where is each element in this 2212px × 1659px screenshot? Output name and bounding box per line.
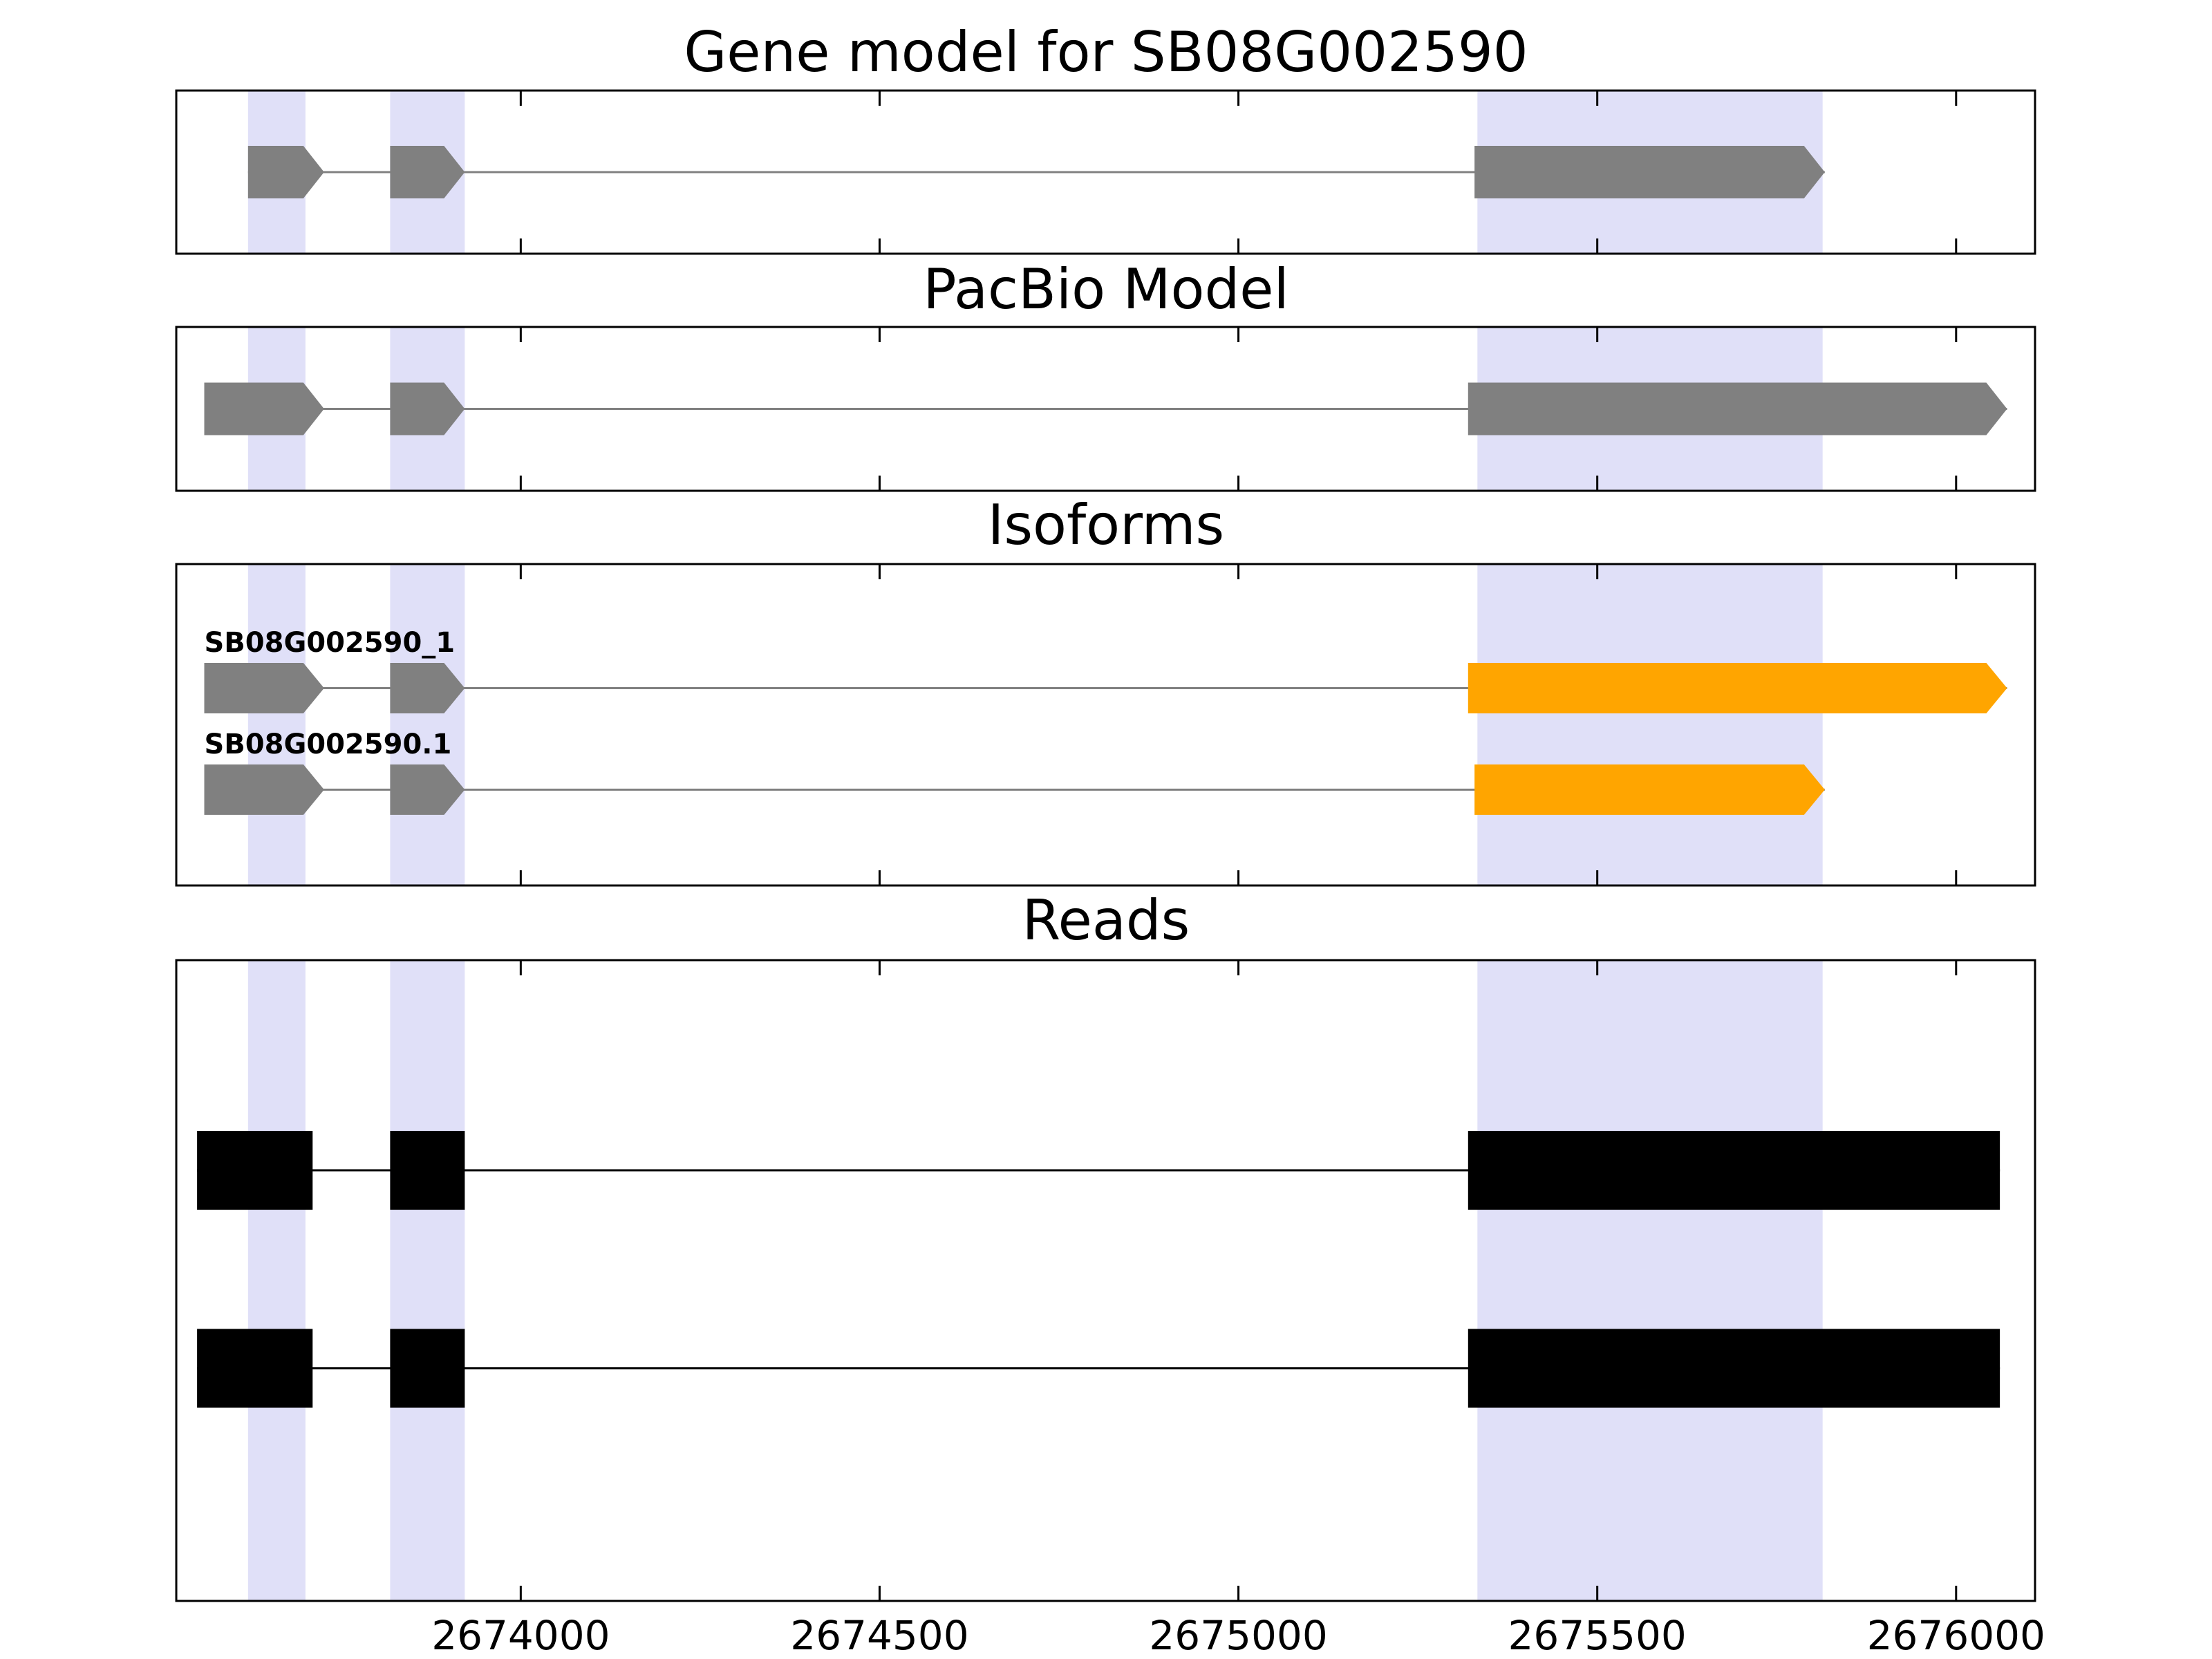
- highlight-region: [390, 960, 465, 1601]
- panel-title-pacbio: PacBio Model: [923, 257, 1288, 321]
- highlight-region: [247, 960, 306, 1601]
- read-block: [390, 1329, 465, 1408]
- exon-arrow: [247, 146, 324, 198]
- panel-title-gene-model: Gene model for SB08G002590: [684, 20, 1528, 84]
- exon-arrow: [204, 764, 324, 815]
- read-block: [197, 1131, 313, 1210]
- exon-arrow: [1474, 764, 1825, 815]
- panel-border: [175, 89, 2036, 255]
- x-axis-tick-label: 2674500: [790, 1612, 968, 1659]
- x-axis-tick-label: 2676000: [1867, 1612, 2045, 1659]
- isoform-label: SB08G002590_1: [204, 627, 455, 659]
- panel-border: [175, 563, 2036, 887]
- x-axis-tick-label: 2674000: [431, 1612, 610, 1659]
- exon-arrow: [1468, 662, 2007, 713]
- exon-arrow: [390, 146, 465, 198]
- exon-arrow: [1474, 146, 1825, 198]
- read-block: [1468, 1329, 2000, 1408]
- exon-arrow: [390, 764, 465, 815]
- exon-arrow: [390, 382, 465, 435]
- read-block: [390, 1131, 465, 1210]
- highlight-region: [1477, 564, 1823, 885]
- x-axis-tick-label: 2675500: [1508, 1612, 1687, 1659]
- panel-border: [175, 959, 2036, 1602]
- read-block: [1468, 1131, 2000, 1210]
- plot-render-layer: SB08G002590_1 SB08G002590.1 2674000 2674500…: [175, 89, 2045, 1659]
- isoform-label: SB08G002590.1: [204, 729, 451, 760]
- panel-title-reads: Reads: [1022, 888, 1190, 953]
- highlight-region: [390, 564, 465, 885]
- highlight-region: [1477, 960, 1823, 1601]
- exon-arrow: [390, 662, 465, 713]
- exon-arrow: [1468, 382, 2007, 435]
- highlight-region: [247, 564, 306, 885]
- exon-arrow: [204, 382, 324, 435]
- x-axis-tick-label: 2675000: [1149, 1612, 1327, 1659]
- panel-border: [175, 326, 2036, 492]
- panel-title-isoforms: Isoforms: [988, 493, 1224, 557]
- read-block: [197, 1329, 313, 1408]
- exon-arrow: [204, 662, 324, 713]
